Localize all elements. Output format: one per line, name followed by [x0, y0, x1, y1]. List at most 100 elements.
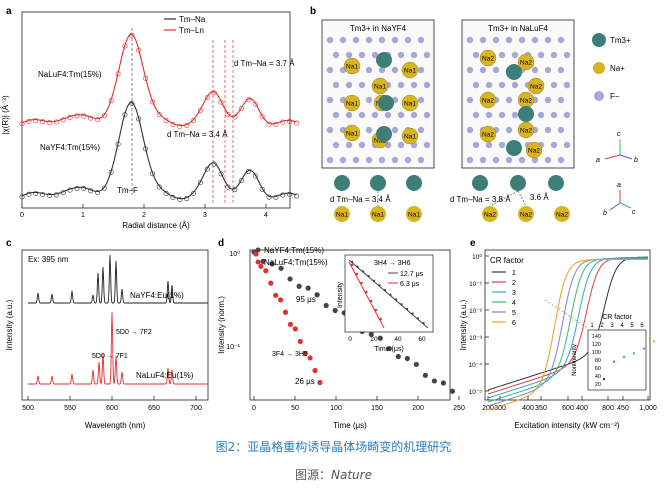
curve-tm-ln-point — [211, 90, 217, 96]
curve-tm-ln-point — [149, 99, 155, 105]
e-ytick-label: 10⁻⁴ — [469, 362, 483, 369]
curve-tm-na-point — [115, 141, 121, 147]
fluorine-atom — [557, 66, 565, 74]
decay-point-nayf4 — [314, 292, 320, 298]
fluorine-atom — [466, 66, 474, 74]
fluorine-atom — [358, 81, 366, 89]
svg-text:c: c — [632, 209, 636, 216]
fluorine-atom — [479, 36, 487, 44]
curve-tm-ln-point — [33, 118, 39, 124]
fluorine-atom — [511, 111, 519, 119]
fluorine-atom — [345, 141, 353, 149]
curve-tm-ln-point — [163, 118, 169, 124]
panel-d-xticks: 0 50 100 150 200 250 300 350 400 450 — [252, 396, 629, 412]
inset-point-nayf4 — [356, 265, 359, 268]
legend-e-label-5: 5 — [512, 310, 516, 317]
sodium-atom — [401, 61, 419, 79]
sodium-atom-label: Na1 — [346, 64, 358, 71]
curve-tm-na-point — [143, 146, 149, 152]
curve-tm-na-point — [74, 185, 80, 191]
inset-e-ytick: 100 — [592, 350, 601, 356]
curve-tm-na-point — [19, 194, 25, 200]
fluorine-atom — [511, 51, 519, 59]
label-c-y: NaYF4:Eu(1%) — [130, 291, 184, 300]
fluorine-atom — [492, 36, 500, 44]
fluorine-atom — [544, 96, 552, 104]
inset-point-nayf4 — [372, 279, 376, 282]
fluorine-atom — [492, 156, 500, 164]
inset-e-xtick: 5 — [630, 323, 634, 329]
sodium-atom-label: Na1 — [404, 68, 416, 75]
panel-a-letter: a — [6, 6, 12, 17]
sodium-atom — [479, 91, 497, 109]
fluorine-atom — [550, 141, 558, 149]
sodium-atom — [401, 94, 419, 112]
inset-point-naluf4 — [370, 299, 373, 303]
decay-point-naluf4 — [263, 268, 269, 274]
dist-right-2: 3.6 Å — [530, 193, 549, 202]
nonlinearity-point-6 — [653, 340, 655, 343]
sodium-atom-label: Na2 — [530, 84, 542, 91]
curve-tm-ln-point — [225, 112, 231, 118]
curve-tm-na-point — [40, 191, 46, 197]
source-prefix: 图源： — [295, 468, 332, 482]
sodium-atom — [343, 94, 361, 112]
inset-point-nayf4 — [361, 270, 365, 273]
decay-point-nayf4 — [431, 378, 437, 384]
label-d-na: d Tm–Na = 3.4 Å — [167, 130, 228, 139]
fluorine-atom — [511, 81, 519, 89]
curve-tm-na-point — [94, 189, 100, 195]
fluorine-atom — [563, 51, 571, 59]
curve-tm-na-point — [136, 116, 142, 122]
inset-point-nayf4 — [378, 284, 381, 287]
decay-point-naluf4 — [258, 263, 264, 269]
inset-xtick-label: 0 — [348, 336, 352, 343]
curve-tm-na-point — [197, 180, 203, 186]
svg-text:c: c — [617, 131, 621, 138]
e-xtick-label: 400 — [522, 405, 534, 412]
label-ex: Ex: 395 nm — [28, 255, 69, 264]
decay-point-nayf4 — [296, 283, 302, 289]
e-ytick-label: 10⁻¹ — [469, 281, 483, 288]
curve-tm-na-point — [218, 171, 224, 177]
curve-tm-na-point — [259, 186, 265, 192]
fluorine-atom — [518, 36, 526, 44]
sodium-atom-label: Na2 — [482, 56, 494, 63]
panel-b: b Tm3+ in NaYF4 Tm3+ in NaLuF4 Na1Na1Na1… — [310, 6, 638, 222]
inset-d-lines — [348, 259, 429, 329]
thulium-atom — [406, 175, 422, 191]
curve-tm-ln-point — [239, 105, 245, 111]
legend-e-label-6: 6 — [512, 320, 516, 327]
fluorine-atom — [397, 81, 405, 89]
fluorine-atom — [332, 141, 340, 149]
inset-e-title: CR factor — [602, 314, 632, 321]
fluorine-atom — [358, 141, 366, 149]
fluorine-atom — [498, 111, 506, 119]
svg-text:b: b — [634, 157, 638, 164]
legend-d-y-mark — [255, 247, 261, 253]
thulium-atom — [510, 175, 526, 191]
fluorine-atom — [492, 66, 500, 74]
panel-e-ylabel: Intensity (a.u.) — [459, 299, 468, 350]
fluorine-atom — [417, 126, 425, 134]
spectrum-naluf4 — [28, 311, 208, 385]
fluorine-atom — [531, 36, 539, 44]
curve-tm-ln-point — [156, 112, 162, 118]
inset-xtick-label: 20 — [370, 336, 378, 343]
label-d-26: 26 μs — [295, 377, 315, 386]
curve-tm-ln-point — [122, 43, 128, 49]
panel-d: d Intensity (norm.) Time (μs) 10⁰ 10⁻¹ 0… — [217, 238, 629, 430]
fluorine-atom — [417, 156, 425, 164]
sodium-atom — [479, 125, 497, 143]
curve-tm-na-point — [239, 178, 245, 184]
curve-tm-ln-point — [280, 119, 286, 125]
panel-d-ylabel: Intensity (norm.) — [217, 296, 226, 354]
decay-point-nayf4 — [332, 307, 338, 314]
curve-tm-na-point — [26, 191, 32, 197]
d-xtick-label: 100 — [330, 405, 342, 412]
curve-tm-ln-point — [60, 117, 66, 123]
fluorine-atom — [391, 66, 399, 74]
decay-point-nayf4 — [404, 355, 410, 362]
curve-tm-ln-point — [204, 95, 210, 101]
curve-tm-na-point — [81, 186, 87, 192]
